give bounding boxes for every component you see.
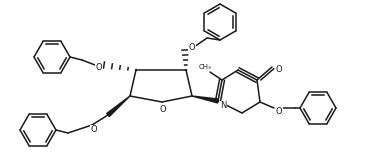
Text: O: O — [91, 125, 97, 135]
Text: O: O — [189, 44, 195, 52]
Text: O: O — [96, 62, 102, 72]
Text: CH₃: CH₃ — [198, 64, 211, 70]
Polygon shape — [107, 96, 130, 117]
Text: O: O — [160, 104, 166, 114]
Text: O: O — [276, 107, 282, 116]
Polygon shape — [192, 96, 219, 103]
Text: O: O — [276, 65, 282, 74]
Text: N: N — [220, 101, 226, 111]
